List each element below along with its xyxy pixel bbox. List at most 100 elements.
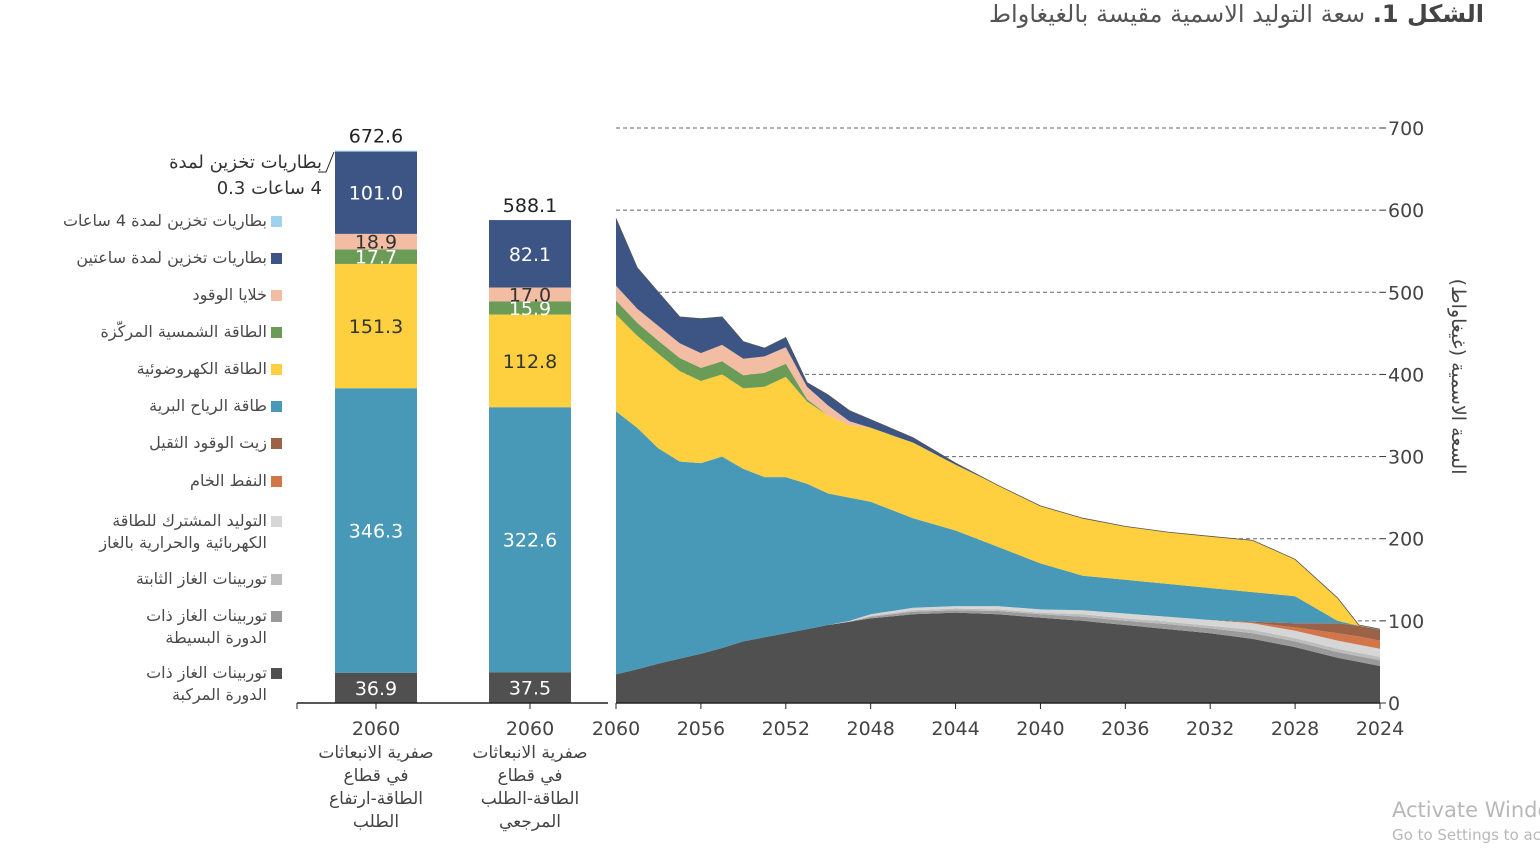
legend-item: التوليد المشترك للطاقة الكهربائية والحرا… [99, 510, 282, 554]
bar-segment-label: 101.0 [349, 182, 403, 204]
legend-swatch-icon [271, 253, 282, 264]
bar-total-label: 672.6 [349, 126, 403, 148]
legend-label: زيت الوقود الثقيل [149, 433, 267, 452]
bar-series: توربينات الغاز ذات الدورة المركبة: 36.9ط… [335, 150, 571, 703]
legend-label: بطاريات تخزين لمدة 4 ساعات [62, 211, 267, 230]
area-series-band: توربينات الغاز ذات الدورة البسيطة [616, 610, 1380, 675]
x-tick-label: 2036 [1101, 718, 1149, 740]
windows-activation-watermark: Activate Windows Go to Settings to activ… [1392, 798, 1540, 844]
bar-segment: الطاقة الكهروضوئية: 151.3 [335, 263, 417, 389]
bar-segment: طاقة الرياح البرية: 322.6 [489, 407, 571, 673]
y-tick-label: 700 [1388, 118, 1424, 140]
legend-item: خلايا الوقود [193, 284, 282, 306]
legend-swatch-icon [271, 290, 282, 301]
bar-segment-label: 37.5 [509, 678, 551, 700]
legend-label: خلايا الوقود [192, 285, 267, 304]
chart-labels: 0 100 200 300 400 500 600 700 السعة الاسمية (غيغ… [318, 118, 1469, 832]
bar-segment-label: 17.7 [355, 247, 397, 269]
y-axis-title: السعة الاسمية (غيغاواط) [1447, 279, 1469, 475]
bar-segment: الطاقة الشمسية المركّزة: 15.9 [489, 301, 571, 315]
bar-category-label: 2060 [352, 718, 400, 740]
legend-swatch-icon [271, 401, 282, 412]
figure-title: الشكل 1. سعة التوليد الاسمية مقيسة بالغي… [989, 0, 1484, 28]
legend-swatch-icon [271, 574, 282, 585]
bar-category-label: الطلب [353, 812, 399, 832]
bar-segment: بطاريات تخزين لمدة 4 ساعات: 0.3 [335, 150, 417, 152]
figure-number: الشكل 1. [1372, 0, 1484, 28]
legend-item: بطاريات تخزين لمدة ساعتين [76, 247, 282, 269]
area-series: توربينات الغاز ذات الدورة المركبةتوربينا… [615, 218, 1381, 703]
x-tick-label: 2060 [592, 718, 640, 740]
bar-segment: خلايا الوقود: 17 [489, 287, 571, 302]
bar-segment-label: 17.0 [509, 285, 551, 307]
battery-4h-callout: بطاريات تخزين لمدة 4 ساعات 0.3 [169, 152, 322, 199]
area-series-band: التوليد المشترك للطاقة الكهربائية والحرا… [616, 606, 1380, 675]
legend-label: توربينات الغاز الثابتة [135, 569, 267, 588]
legend-label: النفط الخام [190, 471, 267, 490]
x-tick-label: 2024 [1356, 718, 1404, 740]
bar-segment: بطاريات تخزين لمدة ساعتين: 101 [335, 150, 417, 234]
bar-category-label: الطاقة-الطلب [481, 789, 580, 809]
legend-item: بطاريات تخزين لمدة 4 ساعات [63, 210, 282, 232]
x-tick-label: 2032 [1186, 718, 1234, 740]
legend-label: طاقة الرياح البرية [149, 396, 267, 415]
bar-category-label: صفرية الانبعاثات [472, 743, 587, 763]
x-tick-label: 2056 [677, 718, 725, 740]
bar-segment: توربينات الغاز ذات الدورة المركبة: 37.5 [489, 672, 571, 703]
bar-segment-label: 15.9 [509, 298, 551, 320]
bar-segment: طاقة الرياح البرية: 346.3 [335, 388, 417, 673]
x-tick-label: 2044 [931, 718, 979, 740]
axes [296, 127, 1386, 709]
legend-swatch-icon [271, 364, 282, 375]
legend-item: الطاقة الشمسية المركّزة [101, 321, 282, 343]
bar-segment: الطاقة الكهروضوئية: 112.8 [489, 314, 571, 408]
bar-segment: خلايا الوقود: 18.9 [335, 233, 417, 250]
figure-title-text: سعة التوليد الاسمية مقيسة بالغيغاواط [988, 0, 1373, 28]
legend-item: طاقة الرياح البرية [149, 395, 282, 417]
legend-label: الطاقة الكهروضوئية [136, 359, 267, 378]
bar-segment-label: 82.1 [509, 244, 551, 266]
legend-label: توربينات الغاز ذات الدورة البسيطة [146, 606, 267, 647]
bar-segment-label: 346.3 [349, 520, 403, 542]
bar-segment-label: 36.9 [355, 678, 397, 700]
y-tick-label: 600 [1388, 200, 1424, 222]
y-tick-label: 400 [1388, 364, 1424, 386]
bar-category-label: الطاقة-ارتفاع [329, 789, 423, 809]
legend-swatch-icon [271, 438, 282, 449]
y-tick-label: 0 [1388, 693, 1400, 715]
area-series-band: طاقة الرياح البرية [616, 411, 1380, 675]
bar-segment-label: 18.9 [355, 232, 397, 254]
bar-category-label: 2060 [506, 718, 554, 740]
legend-swatch-icon [271, 327, 282, 338]
bar-segment-label: 112.8 [503, 351, 557, 373]
bar-segment: توربينات الغاز ذات الدورة المركبة: 36.9 [335, 672, 417, 703]
area-series-band: توربينات الغاز ذات الدورة المركبة [616, 612, 1380, 703]
bar-category-label: صفرية الانبعاثات [318, 743, 433, 763]
area-series-band: توربينات الغاز الثابتة [616, 608, 1380, 675]
legend-label: الطاقة الشمسية المركّزة [100, 322, 267, 341]
y-tick-label: 200 [1388, 529, 1424, 551]
legend-item: زيت الوقود الثقيل [149, 432, 282, 454]
legend-label: بطاريات تخزين لمدة ساعتين [76, 248, 267, 267]
watermark-line-1: Activate Windows [1392, 798, 1540, 822]
bar-segment: بطاريات تخزين لمدة ساعتين: 82.1 [489, 220, 571, 288]
legend-swatch-icon [271, 668, 282, 679]
x-tick-label: 2028 [1271, 718, 1319, 740]
legend-item: الطاقة الكهروضوئية [137, 358, 282, 380]
y-tick-label: 100 [1388, 611, 1424, 633]
bar-category-label: في قطاع [497, 766, 562, 786]
watermark-line-2: Go to Settings to activate Windows. [1392, 826, 1540, 844]
bar-segment-label: 151.3 [349, 316, 403, 338]
area-series-band: الطاقة الكهروضوئية [616, 314, 1380, 630]
bar-total-label: 588.1 [503, 195, 557, 217]
bar-segment: الطاقة الشمسية المركّزة: 17.7 [335, 249, 417, 264]
legend-item: توربينات الغاز الثابتة [136, 568, 282, 590]
legend-swatch-icon [271, 611, 282, 622]
bar-category-label: في قطاع [343, 766, 408, 786]
legend-label: توربينات الغاز ذات الدورة المركبة [146, 663, 267, 704]
area-total-outline [615, 218, 1381, 630]
legend-swatch-icon [271, 476, 282, 487]
legend-item: توربينات الغاز ذات الدورة المركبة [146, 662, 282, 706]
bar-segment-label: 322.6 [503, 530, 557, 552]
